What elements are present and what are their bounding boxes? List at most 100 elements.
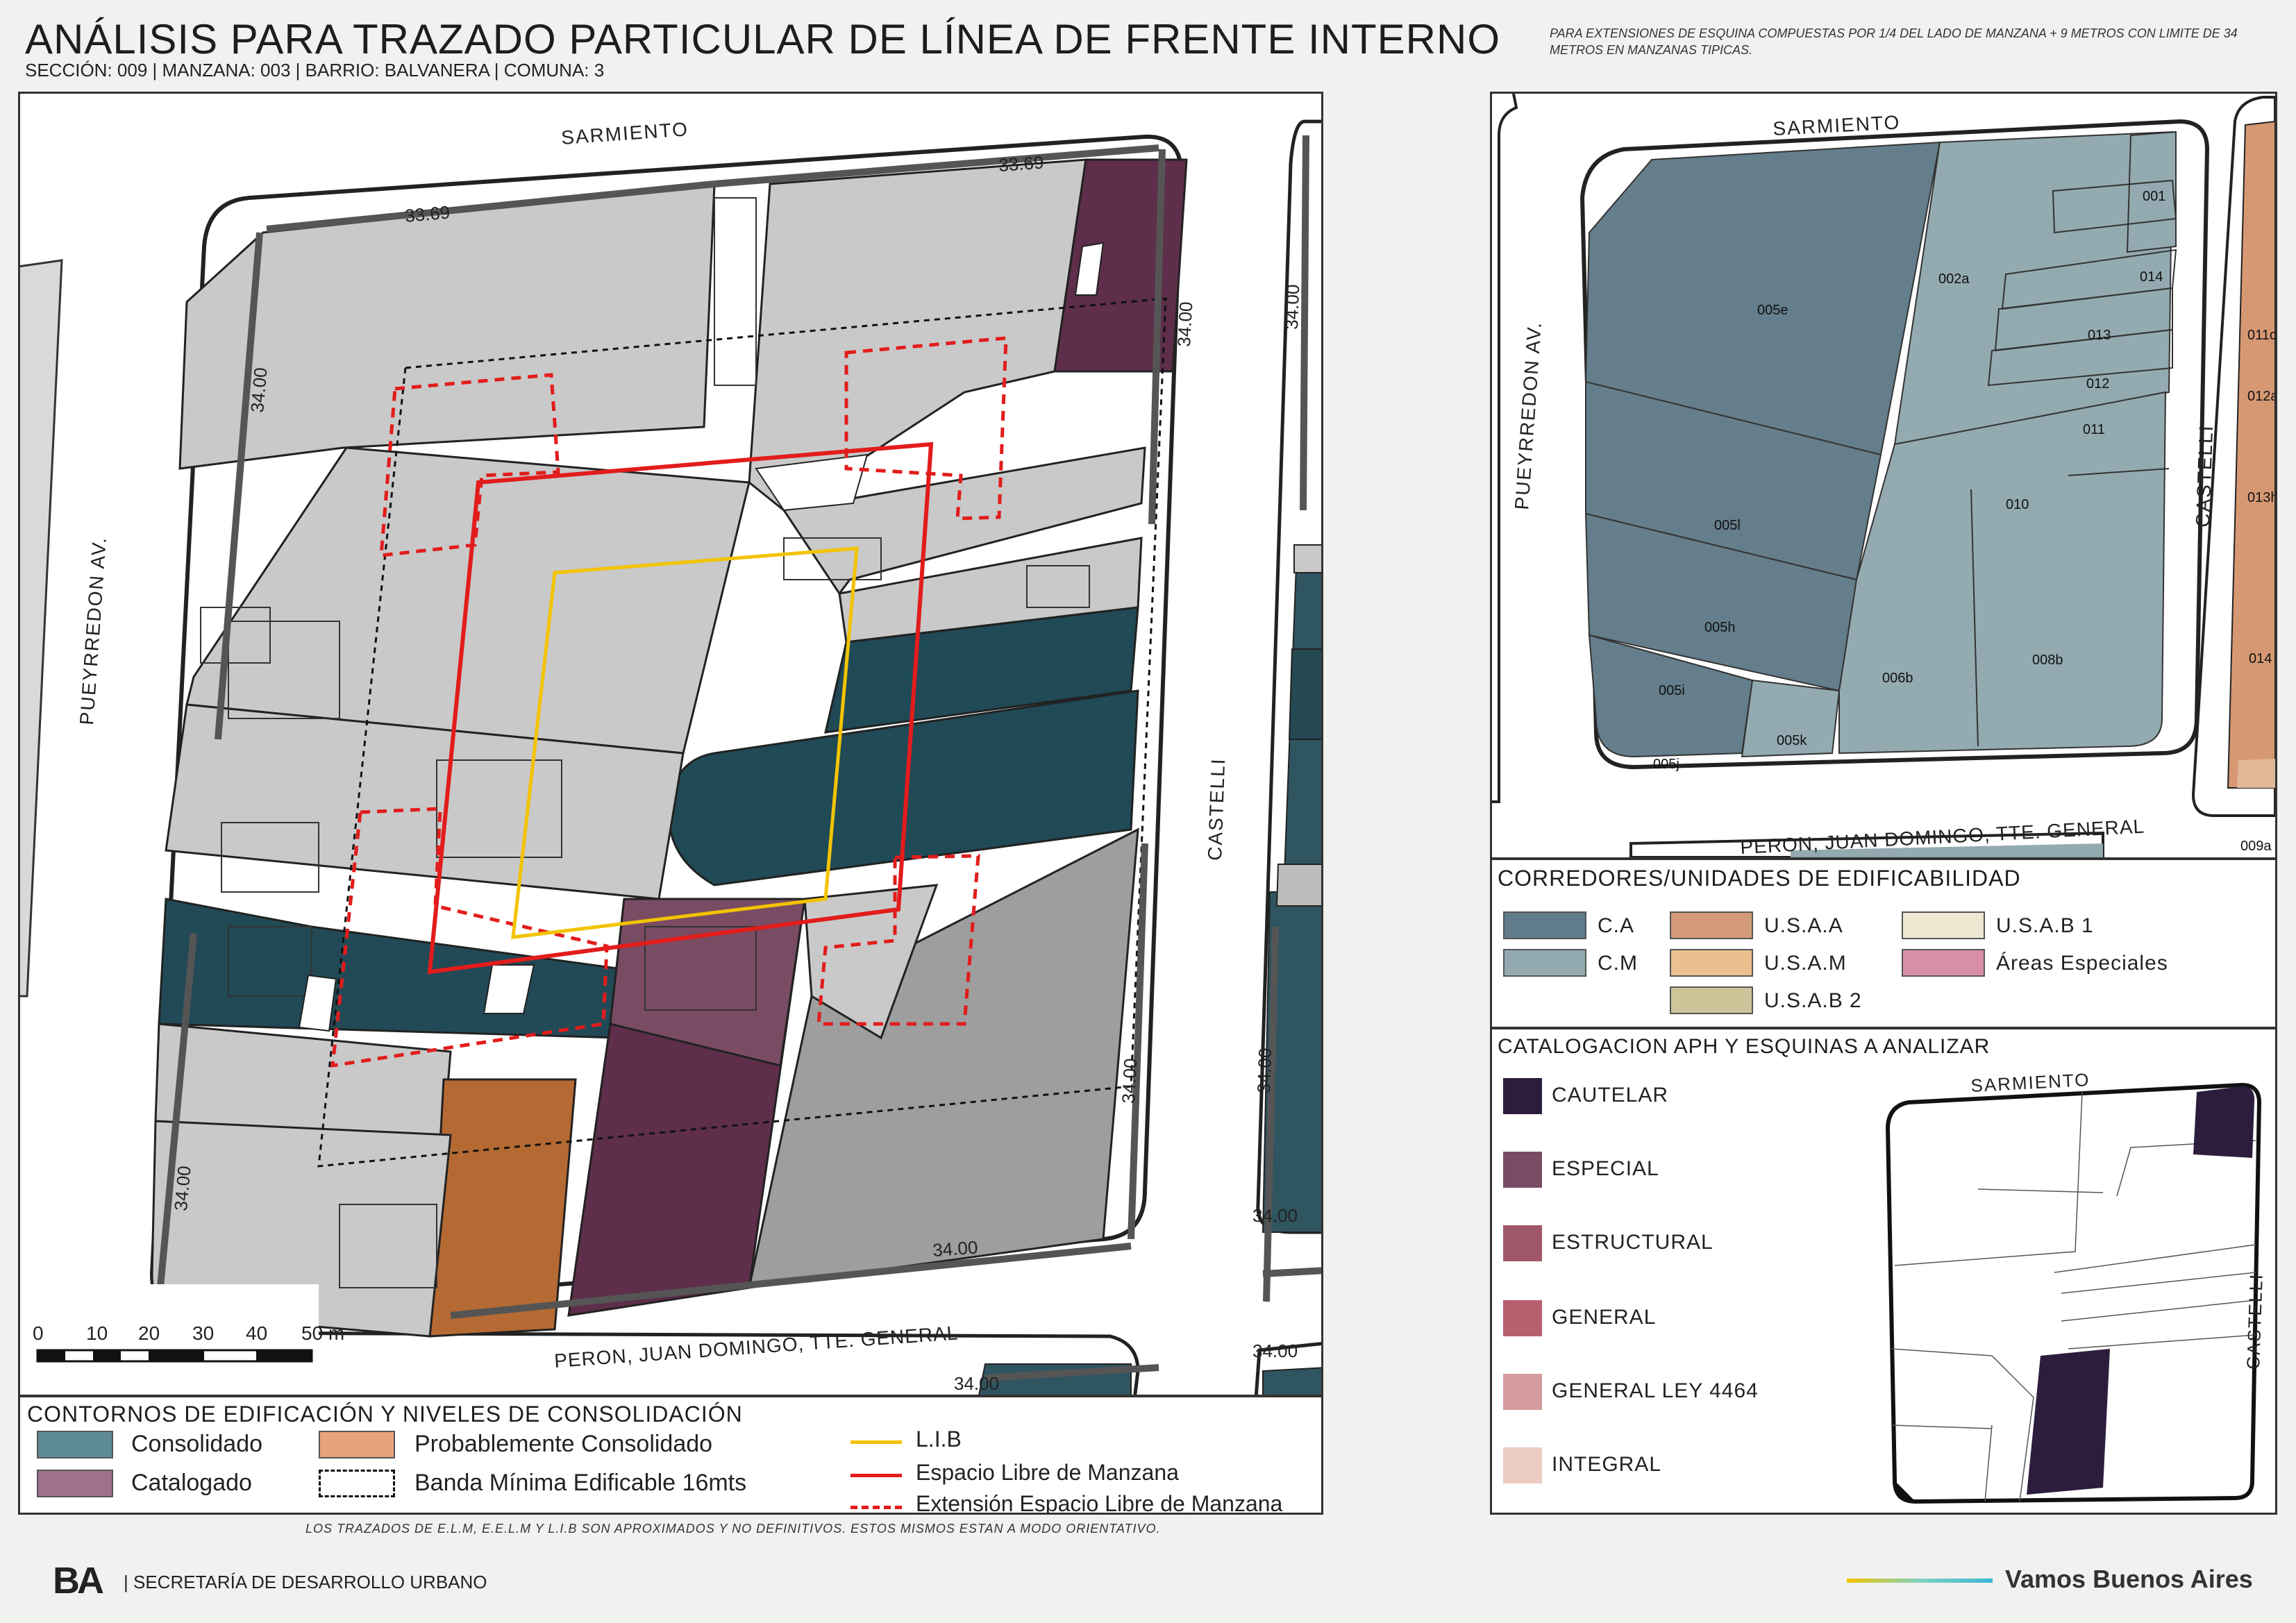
legend-lib: L.I.B [916,1427,962,1452]
svg-text:002a: 002a [1938,271,1970,287]
swatch-usab2 [1670,986,1753,1014]
mini-map: SARMIENTO CASTELLI [1853,1064,2270,1508]
street-west: PUEYRREDON AV. [76,536,110,726]
espacio-libre-manzana [427,442,934,975]
swatch-cautelar [1503,1078,1542,1114]
swatch-estructural [1503,1225,1542,1261]
swatch-usaa [1670,911,1753,939]
legend-usam: U.S.A.M [1764,952,1847,975]
footer-org: | SECRETARÍA DE DESARROLLO URBANO [124,1572,487,1592]
neighbor-dark-east [1288,648,1321,740]
legend-especial: ESPECIAL [1552,1157,1659,1180]
dim-other-block [1300,135,1309,511]
swatch-usab1 [1902,911,1985,939]
parcels [151,158,1188,1338]
corridors-legend-title: CORREDORES/UNIDADES DE EDIFICABILIDAD [1498,866,2021,891]
svg-text:008b: 008b [2032,653,2063,668]
dim-east-top [1148,149,1166,525]
svg-text:009a: 009a [2240,839,2272,854]
footer-slogan: Vamos Buenos Aires [2005,1565,2253,1593]
svg-text:005k: 005k [1777,733,1807,748]
scale-label-10: 10 [86,1322,108,1344]
legend-line-elm [850,1474,902,1477]
scale-label-20: 20 [138,1322,160,1344]
dim-north-right [714,144,1159,187]
svg-text:013: 013 [2088,328,2111,343]
page-title: ANÁLISIS PARA TRAZADO PARTICULAR DE LÍNE… [25,16,1501,62]
main-legend: CONTORNOS DE EDIFICACIÓN Y NIVELES DE CO… [18,1395,1323,1515]
svg-text:011: 011 [2083,422,2105,437]
svg-text:011c: 011c [2247,328,2275,343]
dim-other-block-2 [1263,926,1279,1302]
swatch-banda-minima [319,1470,395,1497]
svg-text:014: 014 [2249,651,2272,666]
swatch-consolidado [37,1431,113,1458]
side-map[interactable]: SARMIENTO PUEYRREDON AV. CASTELLI PERON,… [1490,92,2277,859]
svg-text:005l: 005l [1714,518,1741,533]
legend-estructural: ESTRUCTURAL [1552,1231,1713,1254]
neighbor-gray-east [1275,864,1321,907]
main-legend-title: CONTORNOS DE EDIFICACIÓN Y NIVELES DE CO… [27,1402,743,1427]
building-footprints [200,197,1090,1288]
legend-banda-minima: Banda Mínima Edificable 16mts [414,1470,747,1496]
svg-text:001: 001 [2143,189,2165,204]
side-map-svg: SARMIENTO PUEYRREDON AV. CASTELLI PERON,… [1492,94,2275,857]
street-north: SARMIENTO [560,118,689,149]
svg-text:34.00: 34.00 [1252,1340,1298,1361]
side-street-west: PUEYRREDON AV. [1511,321,1545,511]
scale-label-40: 40 [246,1322,267,1344]
legend-cm: C.M [1598,952,1638,975]
scale-label-30: 30 [192,1322,214,1344]
legend-integral: INTEGRAL [1552,1453,1662,1476]
svg-text:33.69: 33.69 [404,201,451,226]
svg-text:34.00: 34.00 [1281,284,1303,330]
ba-logo: BA [53,1560,104,1601]
slogan-gradient-bar [1847,1579,1993,1583]
legend-cautelar: CAUTELAR [1552,1084,1669,1107]
svg-text:34.00: 34.00 [954,1373,999,1394]
neighbor-block-west [20,259,63,998]
scale-label-0: 0 [33,1322,44,1344]
mini-street-east: CASTELLI [2243,1272,2267,1370]
svg-text:005j: 005j [1653,757,1679,772]
linea-interna-basamento [511,546,859,939]
legend-usab1: U.S.A.B 1 [1996,914,2094,937]
legend-consolidado: Consolidado [131,1431,263,1457]
legend-areas-especiales: Áreas Especiales [1996,952,2168,975]
main-map-svg: SARMIENTO PUEYRREDON AV. CASTELLI PERON,… [20,118,1321,1395]
swatch-integral [1503,1447,1542,1483]
scale-label-50: 50 m [301,1322,344,1344]
svg-text:012: 012 [2086,376,2109,392]
svg-text:005e: 005e [1757,303,1788,318]
svg-text:34.00: 34.00 [932,1237,978,1261]
swatch-usam [1670,949,1753,977]
swatch-cm [1503,949,1586,977]
svg-text:005i: 005i [1659,683,1685,698]
svg-text:34.00: 34.00 [1118,1058,1141,1104]
svg-text:34.00: 34.00 [1253,1048,1275,1093]
svg-text:34.00: 34.00 [246,367,271,413]
swatch-probablemente-consolidado [319,1431,395,1458]
dim-east-bottom [1128,843,1148,1240]
svg-text:33.69: 33.69 [998,152,1044,176]
side-street-east: CASTELLI [2192,424,2217,528]
swatch-general-ley-4464 [1503,1374,1542,1410]
svg-text:012a: 012a [2247,389,2275,404]
svg-text:005h: 005h [1704,620,1736,635]
swatch-especial [1503,1152,1542,1188]
dim-north-left [266,180,715,233]
header-note: PARA EXTENSIONES DE ESQUINA COMPUESTAS P… [1550,26,2238,57]
legend-catalogado: Catalogado [131,1470,252,1496]
svg-text:010: 010 [2006,497,2029,512]
street-east: CASTELLI [1204,757,1229,861]
parcel-labels: 005e 002a 001 014 013 012 011 010 005l 0… [1653,189,2275,854]
catalog-legend: CATALOGACION APH Y ESQUINAS A ANALIZAR C… [1490,1027,2277,1515]
corridors-legend: CORREDORES/UNIDADES DE EDIFICABILIDAD C.… [1490,858,2277,1029]
legend-elm: Espacio Libre de Manzana [916,1460,1179,1485]
legend-ca: C.A [1598,914,1635,937]
swatch-catalogado [37,1470,113,1497]
svg-text:014: 014 [2140,269,2163,285]
svg-text:34.00: 34.00 [170,1165,195,1211]
main-map[interactable]: SARMIENTO PUEYRREDON AV. CASTELLI PERON,… [18,92,1323,1397]
svg-text:006b: 006b [1882,671,1913,686]
